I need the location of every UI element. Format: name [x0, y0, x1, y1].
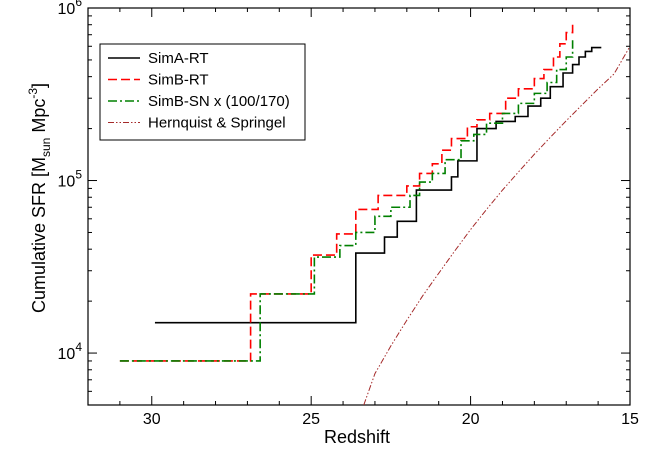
y-tick-label: 105 [58, 168, 83, 191]
axes-layer: 30 25 20 15 104 105 106 [58, 0, 639, 428]
legend-label: SimB-SN x (100/170) [148, 93, 290, 110]
series-line-4 [363, 46, 630, 405]
legend-box [99, 43, 306, 141]
series-line-3 [119, 40, 574, 362]
x-tick-label: 20 [462, 411, 480, 428]
y-axis-title-sub: sun [39, 138, 53, 157]
x-tick-label: 15 [621, 411, 639, 428]
series-layer [119, 24, 630, 405]
y-tick-label: 106 [58, 0, 83, 18]
legend-label: SimA-RT [148, 50, 209, 67]
x-tick-label: 30 [143, 411, 161, 428]
y-axis-title-mid: Mpc [29, 99, 49, 138]
legend-label: SimB-RT [148, 72, 209, 89]
x-tick-label: 25 [302, 411, 320, 428]
y-axis-title-end: ] [29, 83, 49, 88]
y-axis-title: Cumulative SFR [Msun Mpc-3] [26, 83, 53, 313]
plot-area [87, 7, 631, 406]
y-tick-label: 104 [58, 340, 83, 363]
x-axis-title: Redshift [324, 427, 390, 447]
legend-label: Hernquist & Springel [148, 115, 286, 132]
legend: SimA-RT SimB-RT SimB-SN x (100/170) Hernqui… [99, 43, 306, 141]
y-axis-title-base: Cumulative SFR [M [29, 157, 49, 313]
series-line-1 [154, 46, 602, 324]
y-axis-title-sup: -3 [26, 88, 40, 99]
plot-frame [87, 7, 631, 406]
